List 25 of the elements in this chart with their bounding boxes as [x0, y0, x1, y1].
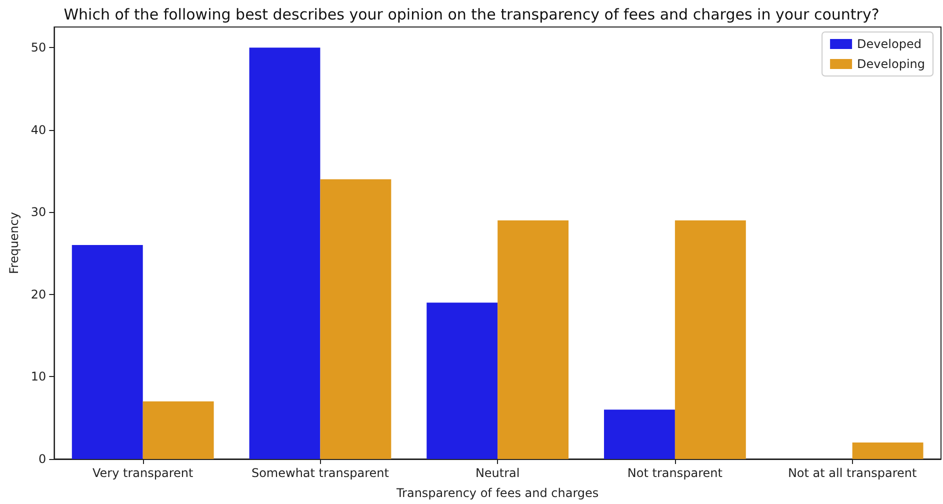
bar	[426, 302, 498, 459]
chart-title: Which of the following best describes your opinion on the transparency of fees and charges in your country?	[64, 6, 880, 24]
bar	[320, 179, 392, 459]
y-tick-label: 50	[30, 40, 46, 55]
bar	[498, 220, 569, 459]
bar	[249, 48, 320, 459]
y-axis-title: Frequency	[7, 212, 21, 274]
y-tick-label: 20	[30, 287, 46, 302]
bar	[674, 220, 746, 459]
y-tick-label: 30	[30, 205, 46, 220]
y-tick-label: 10	[30, 370, 46, 384]
bar	[604, 410, 675, 459]
x-tick-label: Somewhat transparent	[251, 466, 390, 480]
x-tick-label: Not transparent	[627, 466, 723, 480]
legend-label: Developing	[857, 57, 926, 71]
bar	[72, 245, 143, 459]
x-tick-label: Very transparent	[92, 466, 194, 480]
x-axis-title: Transparency of fees and charges	[395, 486, 599, 500]
bar	[142, 401, 214, 459]
y-tick-label: 0	[38, 452, 46, 466]
y-tick-label: 40	[30, 122, 46, 137]
legend-label: Developed	[857, 37, 922, 51]
x-tick-label: Not at all transparent	[788, 466, 917, 480]
x-tick-label: Neutral	[475, 466, 520, 480]
bar	[852, 442, 924, 459]
